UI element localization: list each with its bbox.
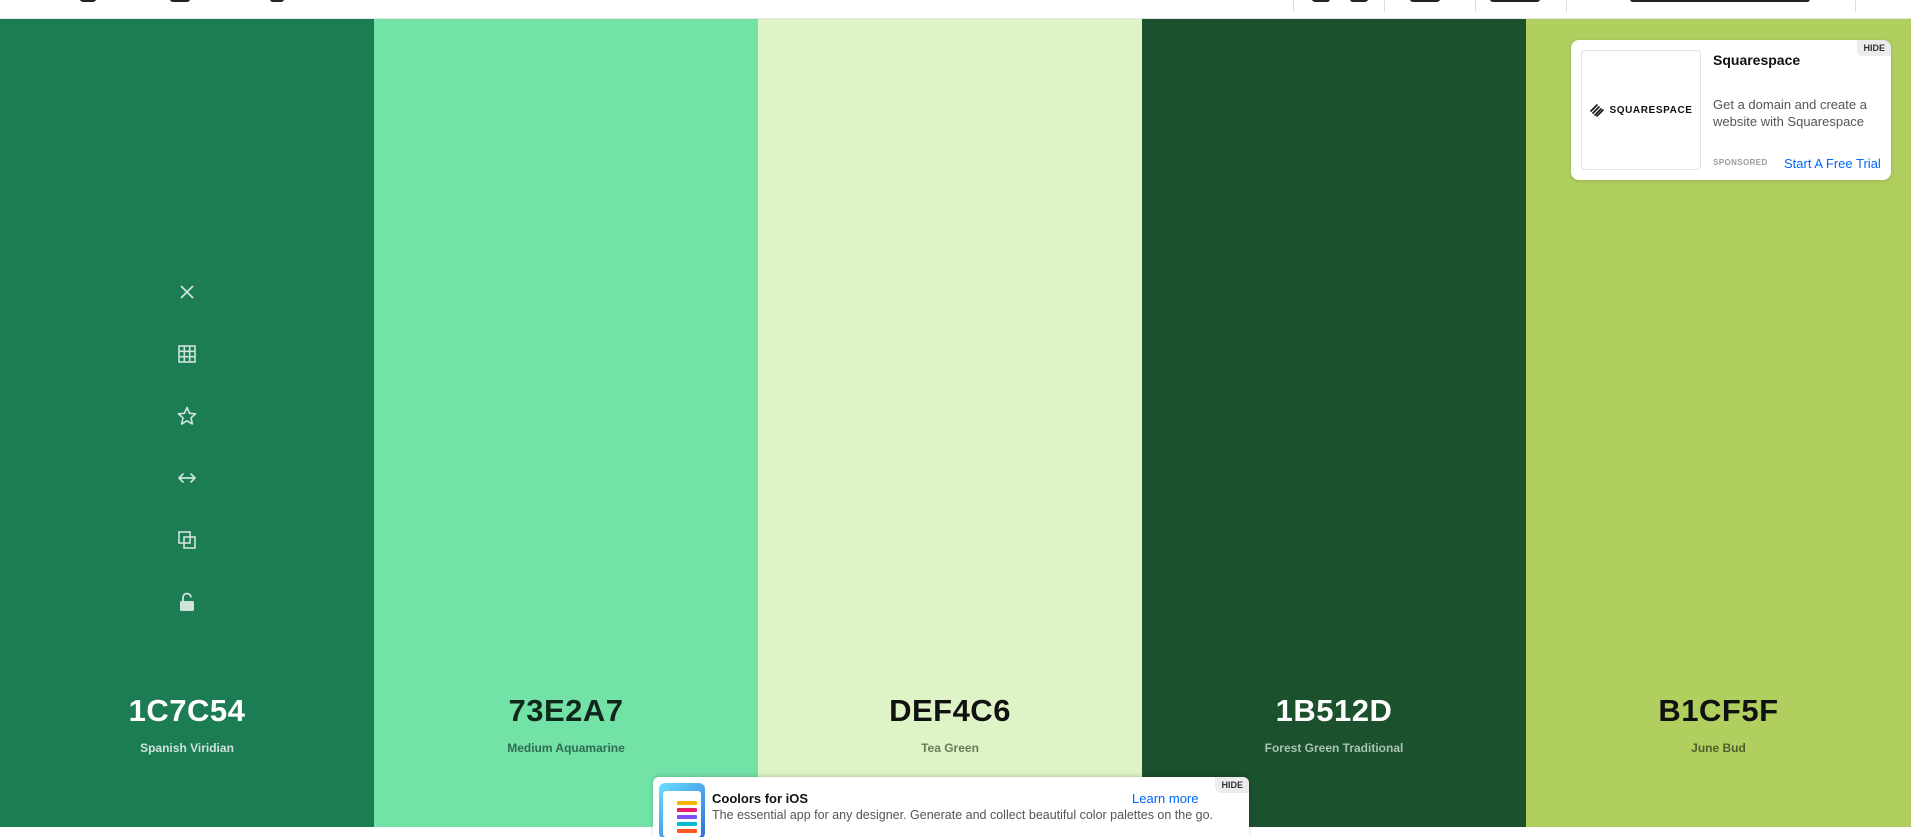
- color-swatch[interactable]: 1B512D Forest Green Traditional: [1142, 19, 1526, 827]
- top-toolbar: [0, 0, 1911, 19]
- sponsor-logo-text: SQUARESPACE: [1609, 104, 1693, 116]
- drag-horizontal-icon[interactable]: [175, 466, 199, 490]
- palette-bar: [677, 801, 697, 805]
- toolbar-fragment: [1350, 0, 1368, 2]
- toolbar-divider: [1475, 0, 1476, 12]
- palette-bar: [677, 822, 697, 826]
- copy-icon[interactable]: [175, 528, 199, 552]
- ad-title[interactable]: Squarespace: [1713, 52, 1801, 68]
- ad-cta-link[interactable]: Start A Free Trial: [1784, 156, 1881, 171]
- toolbar-divider: [1566, 0, 1567, 12]
- ad-hide-button[interactable]: HIDE: [1857, 40, 1891, 56]
- ios-banner-description: The essential app for any designer. Gene…: [712, 808, 1214, 822]
- swatch-hex-code[interactable]: 1C7C54: [128, 693, 246, 728]
- swatch-color-name: Medium Aquamarine: [507, 741, 625, 755]
- palette-bar: [677, 815, 697, 819]
- color-swatch[interactable]: DEF4C6 Tea Green: [758, 19, 1142, 827]
- toolbar-divider: [1855, 0, 1856, 12]
- ios-banner-hide-button[interactable]: HIDE: [1215, 777, 1249, 793]
- grid-icon[interactable]: [175, 342, 199, 366]
- ad-sponsored-label: SPONSORED: [1713, 158, 1768, 167]
- squarespace-logo-icon: [1590, 104, 1605, 117]
- swatch-hex-code[interactable]: 1B512D: [1275, 693, 1393, 728]
- star-icon[interactable]: [175, 404, 199, 428]
- learn-more-link[interactable]: Learn more: [1132, 791, 1199, 806]
- toolbar-fragment: [270, 0, 284, 2]
- toolbar-divider: [1293, 0, 1294, 12]
- toolbar-fragment: [1490, 0, 1540, 2]
- color-palette: 1C7C54 Spanish Viridian 73E2A7 Medium Aq…: [0, 19, 1911, 827]
- toolbar-fragment: [80, 0, 96, 2]
- ios-banner-title: Coolors for iOS: [712, 791, 809, 806]
- swatch-color-name: Spanish Viridian: [140, 741, 234, 755]
- swatch-color-name: Forest Green Traditional: [1264, 741, 1404, 755]
- toolbar-fragment: [170, 0, 190, 2]
- toolbar-fragment: [1312, 0, 1330, 2]
- color-swatch[interactable]: 1C7C54 Spanish Viridian: [0, 19, 374, 827]
- sponsor-ad[interactable]: SQUARESPACE HIDE Squarespace Get a domai…: [1571, 40, 1891, 180]
- toolbar-divider: [1384, 0, 1385, 12]
- swatch-color-name: June Bud: [1691, 741, 1746, 755]
- sponsor-logo: SQUARESPACE: [1581, 50, 1701, 170]
- toolbar-fragment: [1410, 0, 1440, 2]
- close-icon[interactable]: [175, 280, 199, 304]
- lock-icon[interactable]: [175, 590, 199, 614]
- phone-preview-icon: [659, 783, 705, 837]
- toolbar-fragment: [1630, 0, 1810, 2]
- phone-screen: [663, 791, 701, 837]
- swatch-color-name: Tea Green: [921, 741, 979, 755]
- color-swatch[interactable]: 73E2A7 Medium Aquamarine: [374, 19, 758, 827]
- palette-bar: [677, 829, 697, 833]
- ad-description: Get a domain and create a website with S…: [1713, 97, 1867, 129]
- swatch-hex-code[interactable]: B1CF5F: [1658, 693, 1779, 728]
- swatch-hex-code[interactable]: DEF4C6: [889, 693, 1011, 728]
- swatch-hex-code[interactable]: 73E2A7: [508, 693, 624, 728]
- ios-app-banner[interactable]: Coolors for iOS Learn more The essential…: [653, 777, 1249, 837]
- palette-bar: [677, 808, 697, 812]
